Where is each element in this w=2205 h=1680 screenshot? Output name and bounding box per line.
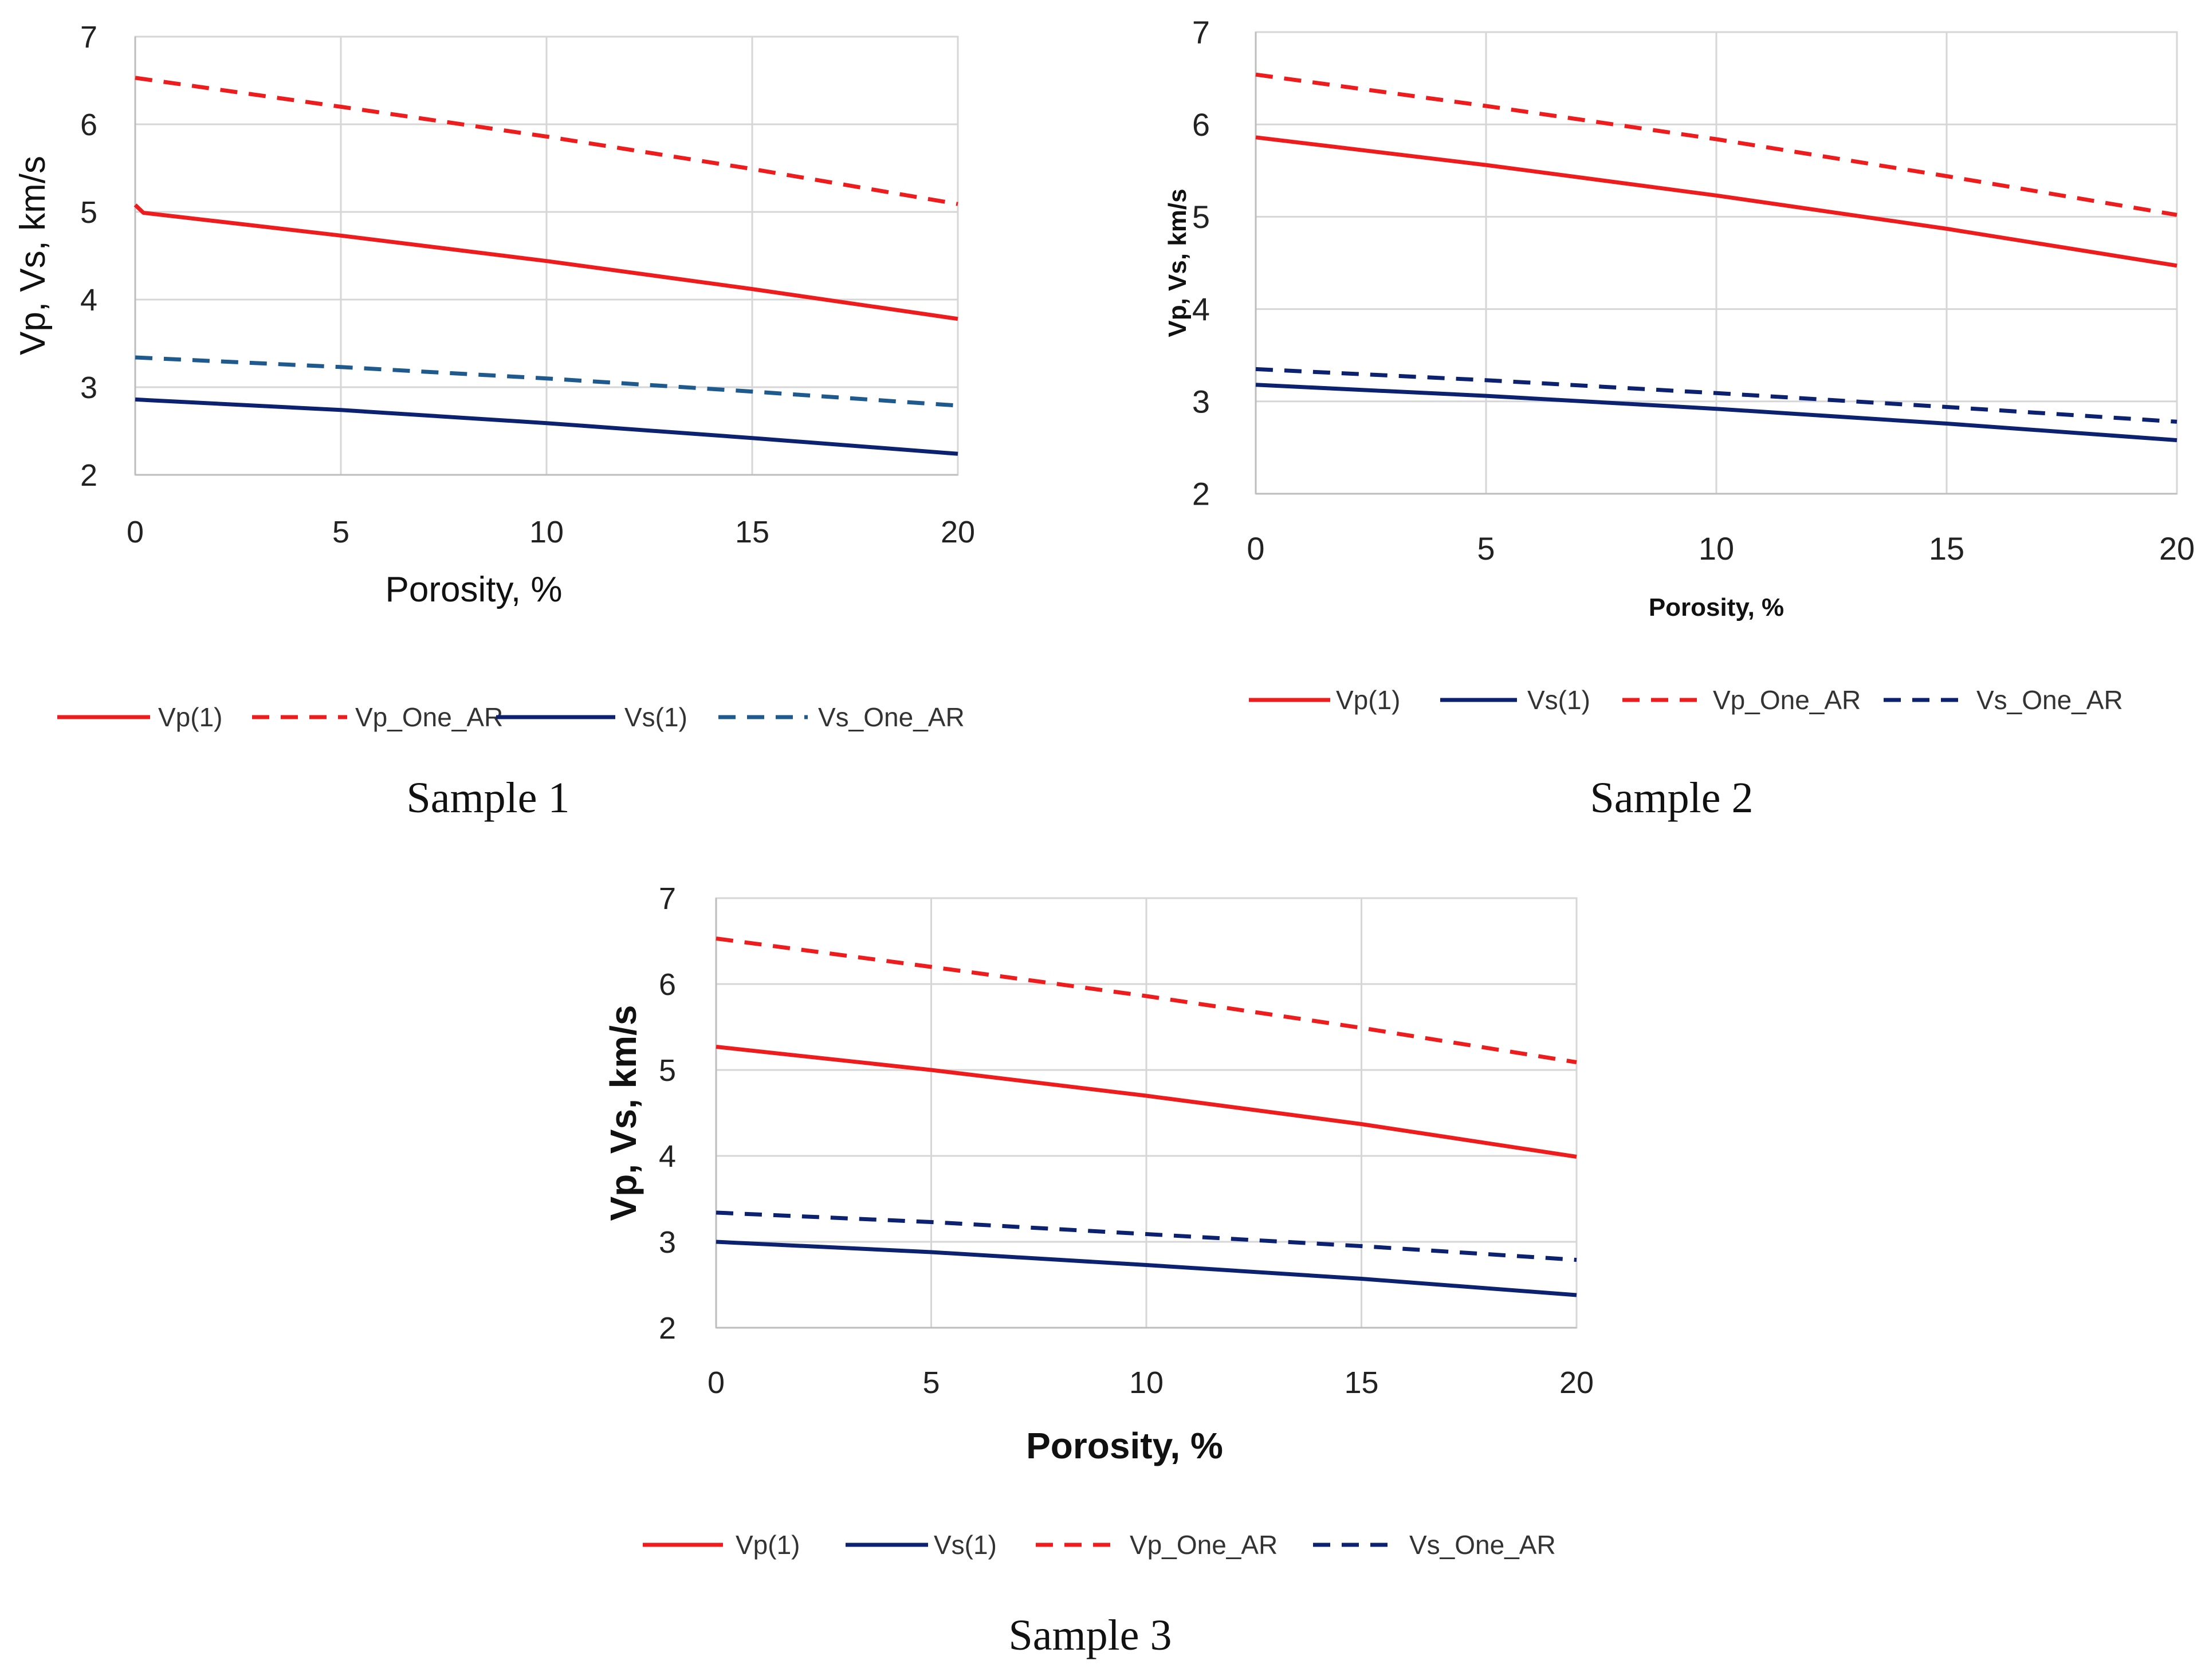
y-tick-label: 3 — [659, 1225, 676, 1260]
legend-label: Vs_One_AR — [1976, 685, 2123, 715]
legend-label: Vs_One_AR — [1409, 1530, 1556, 1560]
y-tick-label: 7 — [1192, 14, 1210, 50]
x-tick-label: 20 — [2159, 530, 2195, 566]
x-tick-label: 0 — [708, 1366, 725, 1400]
y-tick-label: 7 — [80, 20, 97, 54]
chart-3: 2 3 4 5 6 7 0 5 10 15 20 Porosity, % Vp, Vs, km/s Vp(… — [603, 882, 1594, 1659]
chart-2: 2 3 4 5 6 7 0 5 10 15 20 Porosity, % Vp, Vs, km/s Vp(… — [1164, 14, 2195, 822]
y-tick-label: 3 — [80, 371, 97, 405]
series-line-vp-1- — [133, 203, 958, 321]
legend-label: Vs(1) — [624, 702, 687, 732]
y-tick-label: 2 — [659, 1311, 676, 1345]
y-tick-label: 2 — [1192, 476, 1210, 512]
x-tick-label: 5 — [922, 1366, 940, 1400]
series-line-vs-one-ar — [135, 355, 958, 408]
series-line-vs-1- — [135, 397, 958, 456]
legend: Vp(1) Vs(1) Vp_One_AR Vs_One_AR — [643, 1530, 1556, 1560]
y-tick-label: 2 — [80, 458, 97, 493]
y-tick-label: 6 — [659, 967, 676, 1002]
legend-label: Vs(1) — [1527, 685, 1590, 715]
legend-label: Vp(1) — [158, 702, 222, 732]
x-axis-title: Porosity, % — [1026, 1425, 1223, 1466]
legend-label: Vp_One_AR — [1713, 685, 1861, 715]
x-tick-label: 5 — [1477, 530, 1495, 566]
sample-caption: Sample 2 — [1590, 774, 1754, 822]
y-tick-label: 4 — [80, 283, 97, 317]
sample-caption: Sample 3 — [1009, 1611, 1172, 1659]
x-tick-label: 20 — [1559, 1366, 1594, 1400]
x-tick-label: 20 — [941, 515, 975, 549]
series-line-vs-one-ar — [1255, 367, 2178, 424]
y-axis-title: Vp, Vs, km/s — [603, 1005, 644, 1221]
y-axis-title: Vp, Vs, km/s — [1164, 188, 1192, 337]
series-line-vs-one-ar — [716, 1210, 1577, 1262]
series-line-vp-one-ar — [1255, 72, 2178, 217]
series-line-vs-1- — [1255, 383, 2178, 442]
x-tick-label: 10 — [1699, 530, 1734, 566]
y-tick-label: 5 — [659, 1053, 676, 1088]
x-axis-title: Porosity, % — [386, 570, 563, 609]
legend-label: Vp_One_AR — [355, 702, 503, 732]
x-axis-title: Porosity, % — [1649, 593, 1784, 621]
x-tick-label: 0 — [1247, 530, 1264, 566]
legend: Vp(1) Vs(1) Vp_One_AR Vs_One_AR — [1249, 685, 2123, 715]
series-line-vs-1- — [716, 1240, 1577, 1297]
x-tick-label: 15 — [1344, 1366, 1378, 1400]
x-tick-label: 10 — [1129, 1366, 1164, 1400]
series-line-vp-1- — [1255, 135, 2178, 268]
y-axis-title: Vp, Vs, km/s — [13, 156, 53, 355]
chart-1: 2 3 4 5 6 7 0 5 10 15 20 Porosity, % Vp, Vs, km/s Vp(… — [13, 20, 975, 822]
y-tick-label: 5 — [1192, 199, 1210, 235]
y-tick-label: 6 — [1192, 107, 1210, 143]
y-tick-label: 7 — [659, 882, 676, 916]
x-tick-label: 5 — [332, 515, 349, 549]
x-tick-label: 0 — [127, 515, 144, 549]
x-tick-label: 15 — [735, 515, 769, 549]
y-tick-label: 4 — [659, 1139, 676, 1174]
legend: Vp(1) Vp_One_AR Vs(1) Vs_One_AR — [57, 702, 965, 732]
legend-label: Vs(1) — [934, 1530, 997, 1560]
series-line-vp-1- — [716, 1045, 1577, 1159]
legend-label: Vp(1) — [1336, 685, 1400, 715]
y-tick-label: 4 — [1192, 291, 1210, 327]
legend-label: Vs_One_AR — [818, 702, 965, 732]
legend-label: Vp(1) — [736, 1530, 800, 1560]
y-tick-label: 6 — [80, 108, 97, 142]
series-line-vp-one-ar — [716, 937, 1577, 1064]
legend-label: Vp_One_AR — [1130, 1530, 1278, 1560]
series-line-vp-one-ar — [135, 76, 958, 206]
x-tick-label: 10 — [529, 515, 564, 549]
x-tick-label: 15 — [1929, 530, 1964, 566]
y-tick-label: 5 — [80, 195, 97, 230]
y-tick-label: 3 — [1192, 383, 1210, 419]
sample-caption: Sample 1 — [407, 774, 570, 822]
